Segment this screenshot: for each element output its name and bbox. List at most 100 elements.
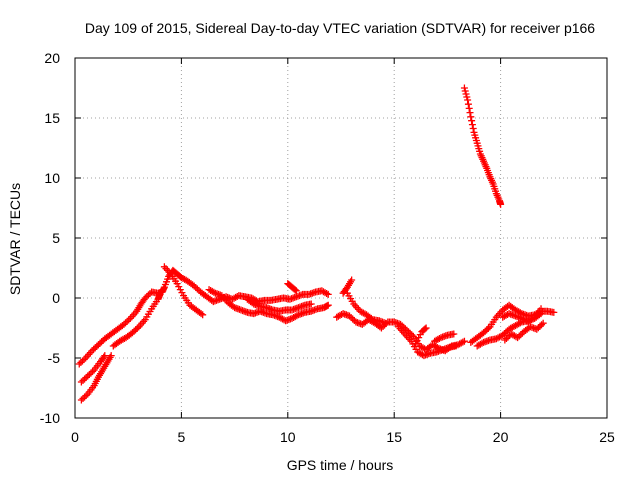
data-point — [82, 374, 90, 381]
data-point — [468, 117, 476, 125]
data-point — [81, 375, 89, 383]
data-point — [122, 319, 130, 327]
series-track-i — [339, 276, 356, 297]
data-point — [146, 290, 154, 297]
data-point — [461, 87, 469, 95]
data-point — [176, 286, 184, 294]
data-point — [529, 314, 537, 322]
y-tick-label: 5 — [52, 230, 60, 246]
series-track-s — [460, 84, 505, 208]
data-point — [413, 337, 421, 345]
data-point — [415, 334, 423, 342]
y-axis-label: SDTVAR / TECUs — [7, 183, 23, 295]
series-track-d — [109, 290, 164, 350]
data-point — [497, 200, 505, 208]
chart-title: Day 109 of 2015, Sidereal Day-to-day VTE… — [85, 20, 595, 36]
data-point — [349, 315, 357, 323]
data-point — [367, 314, 375, 322]
data-point — [463, 93, 471, 101]
data-point — [408, 331, 416, 339]
data-point — [466, 109, 474, 117]
grid — [75, 58, 607, 418]
data-point — [465, 104, 473, 112]
data-point — [291, 286, 299, 294]
data-point — [80, 356, 88, 363]
data-point — [467, 113, 475, 121]
data-point — [483, 326, 491, 334]
data-point — [452, 342, 460, 350]
data-point — [193, 285, 201, 293]
data-point — [107, 352, 115, 360]
data-point — [77, 396, 85, 404]
series-track-m — [411, 324, 430, 348]
data-point — [91, 344, 99, 352]
data-point — [550, 308, 558, 316]
data-point — [514, 334, 522, 342]
x-tick-label: 5 — [178, 429, 186, 445]
data-point — [84, 372, 92, 380]
data-point — [411, 340, 419, 348]
data-point — [481, 327, 489, 335]
series-track-q — [499, 305, 545, 326]
data-point — [85, 371, 93, 378]
series-track-h — [284, 280, 300, 295]
data-point — [346, 312, 354, 320]
data-point — [469, 125, 477, 132]
series-track-f — [205, 286, 332, 325]
data-point — [517, 331, 525, 339]
data-point — [141, 294, 149, 302]
data-point — [210, 288, 218, 296]
y-tick-label: 0 — [52, 290, 60, 306]
y-tick-label: 15 — [44, 110, 60, 126]
data-point — [178, 289, 186, 297]
data-point — [502, 335, 510, 342]
x-tick-label: 25 — [599, 429, 615, 445]
data-point — [123, 317, 131, 325]
data-point — [464, 96, 472, 104]
series-track-r — [501, 319, 547, 344]
data-point — [79, 377, 87, 384]
data-point — [175, 283, 183, 291]
data-point — [82, 392, 90, 399]
series-track-b — [77, 352, 109, 386]
data-point — [79, 395, 87, 402]
data-point — [93, 342, 101, 350]
data-point — [77, 378, 85, 386]
data-point — [499, 331, 507, 339]
y-tick-label: 20 — [44, 50, 60, 66]
data-point — [460, 337, 468, 345]
x-tick-label: 15 — [386, 429, 402, 445]
data-point — [537, 305, 545, 313]
data-point — [192, 284, 200, 291]
y-tick-label: -5 — [48, 350, 61, 366]
data-point — [98, 338, 106, 346]
data-point — [293, 312, 301, 320]
data-point — [515, 332, 523, 340]
data-point — [132, 326, 140, 334]
data-point — [125, 316, 133, 324]
data-point — [377, 324, 385, 332]
data-point — [534, 324, 542, 332]
data-point — [536, 322, 544, 330]
series-track-a — [75, 266, 332, 368]
data-point — [96, 339, 104, 347]
data-point — [77, 359, 85, 366]
data-point — [324, 290, 332, 298]
series-track-c — [77, 352, 115, 404]
data-point — [422, 324, 430, 332]
data-point — [130, 327, 138, 335]
y-tick-label: -10 — [40, 410, 60, 426]
data-point — [501, 336, 509, 344]
data-point — [81, 393, 89, 401]
data-point — [480, 329, 488, 337]
data-point — [478, 339, 486, 347]
data-point — [464, 100, 472, 108]
data-point — [347, 314, 355, 321]
series-track-k — [343, 289, 390, 327]
series-track-n — [431, 330, 458, 345]
data-point — [416, 331, 424, 339]
data-point — [101, 352, 109, 360]
data-point — [484, 324, 492, 332]
data-point — [382, 319, 390, 327]
data-point — [468, 121, 476, 129]
